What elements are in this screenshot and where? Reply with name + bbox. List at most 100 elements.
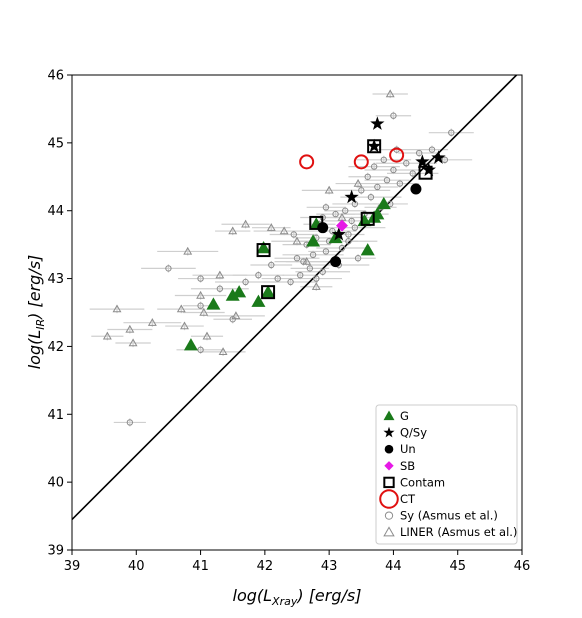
- data-point-g: [251, 294, 266, 307]
- y-tick-label: 44: [47, 204, 64, 219]
- data-point-sy-asmus-et-al: [216, 285, 224, 292]
- data-point-q-sy: [370, 116, 385, 130]
- data-point-liner-asmus-et-al: [176, 304, 186, 313]
- x-tick-label: 39: [64, 559, 81, 574]
- data-point-sy-asmus-et-al: [290, 231, 297, 238]
- data-point-sy-asmus-et-al: [313, 275, 320, 282]
- data-point-sy-asmus-et-al: [380, 156, 387, 164]
- legend-marker-un: [384, 444, 394, 454]
- y-axis-label-unit: ) [erg/s]: [25, 255, 44, 320]
- y-tick-label: 41: [47, 408, 64, 423]
- legend-marker-liner-asmus-et-al: [383, 526, 395, 537]
- data-point-q-sy: [331, 226, 346, 241]
- data-point-liner-asmus-et-al: [128, 338, 138, 347]
- data-point-sy-asmus-et-al: [396, 180, 404, 187]
- data-point-sy-asmus-et-al: [229, 316, 236, 323]
- data-point-sy-asmus-et-al: [345, 231, 352, 238]
- legend-label-ct: CT: [400, 492, 416, 506]
- legend-marker-sy-asmus-et-al: [384, 511, 394, 520]
- data-point-sy-asmus-et-al: [428, 146, 436, 153]
- data-point-un: [410, 183, 422, 195]
- data-point-liner-asmus-et-al: [279, 226, 289, 235]
- data-point-q-sy: [344, 189, 359, 204]
- data-point-sy-asmus-et-al: [390, 112, 397, 119]
- x-tick-label: 40: [128, 559, 145, 574]
- data-point-contam: [261, 285, 276, 300]
- data-point-liner-asmus-et-al: [218, 347, 228, 356]
- legend-marker-ct: [379, 489, 399, 509]
- data-point-q-sy: [415, 154, 430, 168]
- data-point-sy-asmus-et-al: [409, 170, 416, 177]
- data-point-sy-asmus-et-al: [345, 238, 352, 245]
- legend-label-contam: Contam: [400, 475, 445, 489]
- y-tick-label: 46: [47, 69, 64, 84]
- data-point-sy-asmus-et-al: [448, 129, 455, 136]
- data-point-sy-asmus-et-al: [367, 193, 375, 201]
- data-point-sy-asmus-et-al: [364, 173, 371, 180]
- data-point-contam: [309, 215, 324, 230]
- legend-label-q-sy: Q/Sy: [400, 426, 427, 440]
- data-point-sy-asmus-et-al: [165, 265, 172, 272]
- y-axis-ticks: 39 40 41 42 43 44 45 46: [47, 69, 72, 559]
- legend-label-sb: SB: [400, 459, 415, 473]
- data-point-sy-asmus-et-al: [415, 149, 423, 157]
- data-point-sy-asmus-et-al: [370, 163, 378, 170]
- y-tick-label: 40: [47, 476, 64, 491]
- data-point-liner-asmus-et-al: [292, 236, 302, 245]
- data-point-liner-asmus-et-al: [125, 324, 135, 333]
- data-point-g: [225, 288, 240, 301]
- x-tick-label: 41: [192, 559, 209, 574]
- data-point-contam: [256, 243, 271, 258]
- y-tick-label: 43: [47, 272, 64, 287]
- y-tick-label: 45: [47, 136, 64, 151]
- data-point-liner-asmus-et-al: [266, 223, 276, 231]
- legend-box: [375, 404, 518, 545]
- legend-label-sy-asmus-et-al: Sy (Asmus et al.): [400, 509, 498, 523]
- data-point-liner-asmus-et-al: [196, 290, 206, 299]
- data-point-sy-asmus-et-al: [306, 265, 314, 272]
- data-point-contam: [418, 165, 433, 180]
- data-point-liner-asmus-et-al: [147, 318, 157, 326]
- data-point-sy-asmus-et-al: [332, 210, 339, 218]
- data-point-sy-asmus-et-al: [309, 251, 317, 259]
- data-point-sy-asmus-et-al: [390, 166, 397, 174]
- data-point-ct: [299, 154, 315, 170]
- data-point-g: [306, 234, 321, 247]
- data-point-sy-asmus-et-al: [374, 183, 381, 191]
- legend-label-g: G: [400, 409, 409, 423]
- data-point-liner-asmus-et-al: [385, 89, 395, 98]
- legend-marker-contam: [383, 476, 395, 489]
- data-point-liner-asmus-et-al: [180, 321, 189, 330]
- data-point-sy-asmus-et-al: [348, 217, 355, 225]
- data-point-sy-asmus-et-al: [441, 156, 449, 164]
- data-point-g: [256, 241, 271, 254]
- legend-label-un: Un: [400, 442, 416, 456]
- data-point-contam: [367, 139, 382, 154]
- legend: G Q/Sy Un SB Contam CT Sy (Asmus et al.) LINER …: [375, 404, 518, 545]
- data-point-sy-asmus-et-al: [293, 255, 301, 262]
- data-point-q-sy: [431, 150, 446, 164]
- legend-marker-g: [383, 410, 395, 421]
- data-point-liner-asmus-et-al: [183, 246, 193, 255]
- y-axis-label-main: log(L: [25, 330, 44, 370]
- error-bars: [89, 89, 474, 427]
- data-point-sy-asmus-et-al: [268, 261, 275, 269]
- data-points: [102, 89, 455, 426]
- data-point-sy-asmus-et-al: [197, 275, 204, 282]
- data-point-sy-asmus-et-al: [197, 346, 204, 354]
- y-tick-label: 42: [47, 340, 64, 355]
- data-point-sy-asmus-et-al: [242, 278, 249, 286]
- data-point-liner-asmus-et-al: [199, 307, 209, 316]
- y-axis-label: log(LIR) [erg/s]: [25, 255, 47, 370]
- data-point-sy-asmus-et-al: [358, 187, 365, 194]
- data-point-g: [376, 196, 391, 210]
- x-tick-label: 45: [449, 559, 466, 574]
- data-point-sy-asmus-et-al: [383, 176, 391, 184]
- x-tick-label: 42: [257, 559, 274, 574]
- data-point-sy-asmus-et-al: [197, 302, 204, 309]
- x-axis-label-main: log(L: [233, 586, 273, 605]
- x-tick-label: 46: [514, 559, 531, 574]
- y-axis-label-sub: IR: [34, 319, 47, 330]
- data-point-contam: [360, 211, 375, 226]
- data-point-sy-asmus-et-al: [354, 255, 362, 262]
